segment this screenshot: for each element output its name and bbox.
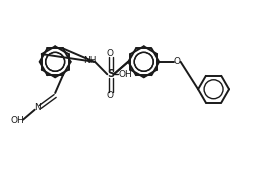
Text: NH: NH [83, 56, 96, 65]
Text: O: O [107, 91, 114, 100]
Text: O: O [107, 49, 114, 58]
Text: N: N [34, 103, 41, 112]
Text: S: S [107, 69, 114, 79]
Text: OH: OH [119, 70, 132, 79]
Text: OH: OH [10, 117, 24, 125]
Text: O: O [174, 57, 181, 66]
